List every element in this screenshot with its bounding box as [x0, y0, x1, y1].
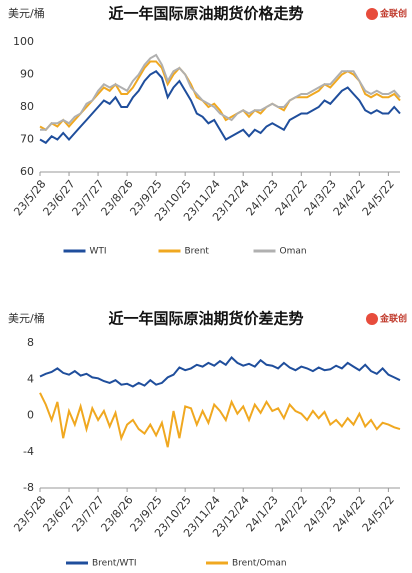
logo-icon	[366, 8, 378, 20]
series-line	[39, 356, 401, 388]
series-line	[40, 53, 401, 131]
y-tick-label: 0	[27, 409, 34, 422]
x-tick-label: 24/5/22	[360, 494, 397, 535]
series-line	[39, 392, 401, 448]
y-tick-label: 8	[27, 336, 34, 349]
legend-label: Brent/WTI	[92, 559, 137, 569]
logo-icon	[366, 313, 378, 325]
chart-title: 近一年国际原油期货价差走势	[108, 310, 303, 328]
series-line	[39, 60, 401, 132]
chart-title: 近一年国际原油期货价格走势	[108, 5, 303, 23]
y-axis-label: 美元/桶	[8, 311, 45, 325]
y-tick-label: 70	[20, 133, 34, 146]
y-tick-label: -8	[23, 481, 34, 494]
y-tick-label: 80	[20, 100, 34, 113]
y-tick-label: 100	[13, 35, 34, 48]
legend-label: WTI	[90, 247, 107, 257]
legend-label: Brent/Oman	[232, 559, 287, 569]
y-tick-label: 60	[20, 165, 34, 178]
legend-label: Oman	[280, 247, 307, 257]
y-tick-label: 90	[20, 68, 34, 81]
y-tick-label: -4	[23, 445, 34, 458]
legend-label: Brent	[185, 247, 210, 257]
series-line	[39, 70, 401, 145]
y-axis-label: 美元/桶	[8, 6, 45, 20]
y-tick-label: 4	[27, 372, 34, 385]
x-tick-label: 24/5/22	[360, 178, 397, 219]
logo: 金联创	[379, 313, 407, 325]
logo: 金联创	[379, 8, 407, 20]
